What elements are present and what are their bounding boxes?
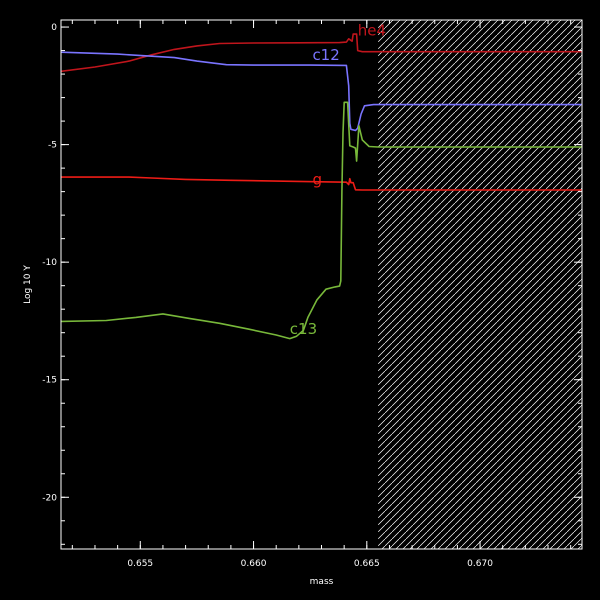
series-line-c12 [61,51,582,132]
series-label-g: g [312,171,322,189]
series-label-he4: he4 [358,21,386,39]
series-label-c13: c13 [290,320,317,338]
x-tick-label: 0.670 [467,559,493,569]
series-layer [61,33,582,340]
hatched-region [378,20,582,549]
y-tick-label: -10 [42,258,57,268]
x-tick-label: 0.660 [241,559,267,569]
series-line-he4 [61,33,582,73]
series-label-layer: he4 c12 g c13 [290,21,386,338]
y-tick-label: 0 [51,23,57,33]
x-axis-label: mass [310,577,334,587]
y-tick-label: -20 [42,493,57,503]
x-tick-label: 0.655 [127,559,153,569]
y-axis-label: Log 10 Y [23,265,33,304]
series-line-c13 [61,101,582,340]
y-tick-label: -5 [48,141,57,151]
y-tick-label: -15 [42,376,57,386]
series-line-g [61,176,582,191]
tick-layer: 0.655 0.660 0.665 0.670 0 -5 -10 -15 -20 [42,20,582,569]
x-tick-label: 0.665 [354,559,380,569]
series-label-c12: c12 [312,46,339,64]
